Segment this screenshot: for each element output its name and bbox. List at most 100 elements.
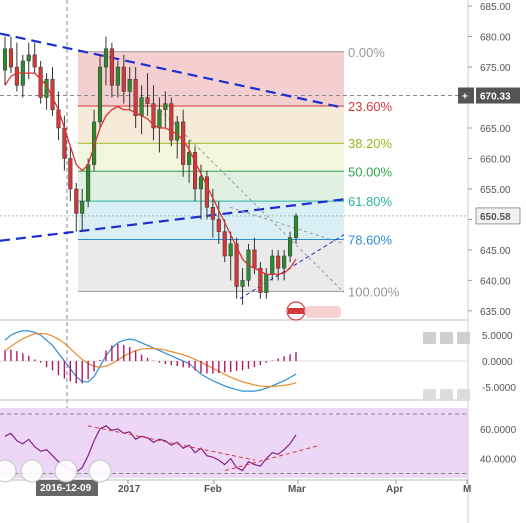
candle-body [264, 274, 269, 293]
fib-band [78, 171, 344, 202]
candle [68, 146, 73, 202]
fib-band [78, 239, 344, 292]
candle [240, 268, 245, 305]
macd-tick-label: 0.0000 [482, 357, 513, 368]
fib-level-label: 78.60% [348, 233, 393, 248]
price-tick-label: 685.00 [480, 2, 511, 13]
candle-body [8, 48, 13, 68]
candle-body [234, 243, 239, 287]
fib-level-label: 38.20% [348, 136, 393, 151]
candle-body [103, 48, 109, 68]
candle-body [204, 176, 209, 208]
candle-body [282, 255, 287, 269]
candle [258, 262, 263, 299]
price-tag-label: 650.58 [480, 212, 511, 223]
trendline-short [229, 206, 345, 245]
candle [56, 91, 61, 141]
fib-level-label: 50.00% [348, 164, 393, 179]
plus-icon: + [462, 92, 468, 103]
rsi-button-0 [423, 389, 436, 401]
price-tag-box [476, 87, 520, 104]
candle [109, 42, 114, 98]
flag-pill [305, 306, 341, 318]
candle-body [68, 158, 73, 190]
fib-level-label: 0.00% [348, 45, 385, 60]
macd-macd_line [4, 330, 297, 392]
candle-body [151, 103, 156, 129]
price-tick-label: 665.00 [480, 124, 511, 135]
candle-body [216, 219, 221, 232]
panel-controls [0, 332, 470, 483]
price-tag-650.58: 650.58 [475, 207, 521, 225]
macd-tick-label: 5.0000 [482, 331, 513, 342]
candle-body [252, 249, 257, 269]
time-axis: 2016-12-09 2017 Feb Mar Apr M [0, 479, 471, 496]
panel-button-1 [440, 332, 453, 344]
candle [133, 67, 138, 128]
candle-body [222, 231, 227, 257]
rsi-trendline-up [224, 444, 321, 472]
trendline-upper [0, 32, 345, 109]
candle-body [92, 121, 97, 165]
candle-body [127, 78, 132, 92]
candle [222, 219, 227, 263]
macd-signal_line [4, 332, 297, 388]
candle-body [187, 152, 192, 165]
trendline-support [239, 234, 345, 300]
candle-body [175, 121, 180, 141]
candle-body [86, 164, 91, 202]
candle-body [192, 152, 198, 190]
price-tick-label: 675.00 [480, 63, 511, 74]
candle [32, 42, 37, 74]
candle-body [121, 66, 126, 92]
candle [228, 231, 233, 281]
candle [2, 36, 8, 86]
rsi-trendline-down [87, 425, 256, 461]
candle [115, 60, 120, 98]
rsi-button-1 [440, 389, 453, 401]
price-tag-label: 670.33 [480, 92, 511, 103]
candle [20, 54, 25, 98]
candle-body [32, 54, 37, 68]
candle-body [228, 243, 233, 257]
candle [175, 115, 180, 159]
candle-body [133, 78, 138, 117]
candle [151, 85, 156, 141]
rsi-line [4, 425, 297, 473]
fib-level-label: 61.80% [348, 194, 393, 209]
plus-button [458, 87, 474, 104]
candle [8, 36, 13, 74]
candle [192, 146, 198, 202]
candle-body [163, 103, 168, 110]
fibonacci-retracement: 0.00% 23.60% 38.20% 50.00% 61.80% 78.60% 100.0… [78, 45, 400, 299]
price-tick-label: 640.00 [480, 276, 511, 287]
candle [187, 140, 192, 183]
candle-body [288, 237, 293, 257]
price-tick-label: 680.00 [480, 33, 511, 44]
candle [288, 231, 293, 263]
fib-band [78, 143, 344, 172]
candle [92, 109, 97, 171]
candle [216, 201, 221, 244]
candle [163, 91, 168, 128]
trendline-lower [0, 198, 345, 242]
chevron-left-icon [0, 459, 17, 483]
candle-body [145, 97, 150, 104]
crosshair-date-label: 2016-12-09 [40, 483, 92, 494]
candle-body [74, 188, 79, 214]
candle [50, 67, 55, 116]
time-tick-label: Mar [288, 484, 306, 495]
trendline-diagonal [159, 109, 345, 293]
candle-body [14, 66, 19, 86]
candle [282, 249, 287, 281]
candle [38, 60, 43, 104]
fib-band [78, 106, 344, 144]
macd-tick-label: -5.0000 [482, 383, 516, 394]
trendlines [0, 32, 345, 300]
candle [103, 36, 109, 86]
rsi-tick-label: 60.0000 [480, 425, 517, 436]
flag-stripe [288, 308, 304, 314]
time-tick-label: M [463, 484, 471, 495]
